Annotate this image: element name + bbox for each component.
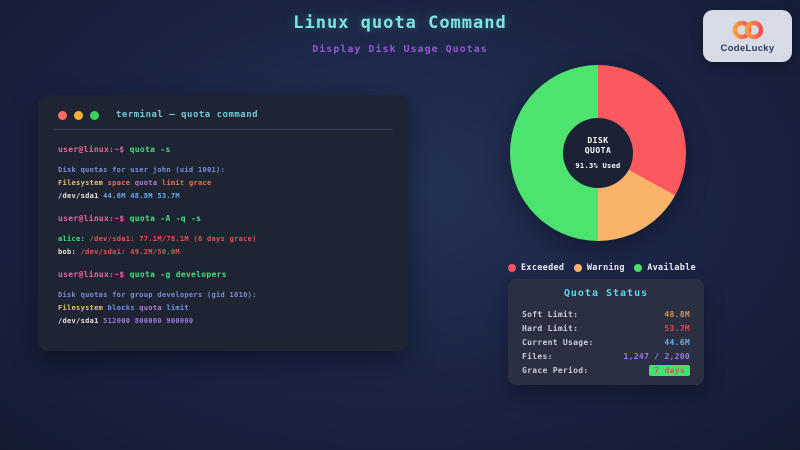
status-row-label: Grace Period:	[522, 365, 589, 375]
disk-quota-donut-chart: DISK QUOTA 91.3% Used	[510, 65, 686, 241]
status-row: Hard Limit: 53.7M	[522, 321, 690, 335]
terminal-output-line: /dev/sda1 44.6M 48.8M 53.7M	[58, 192, 180, 200]
minimize-icon	[74, 110, 83, 120]
page-title: Linux quota Command	[293, 13, 507, 33]
legend-dot-icon	[634, 264, 643, 272]
terminal-command-block: user@linux:~$ quota -s Disk quotas for us…	[58, 143, 388, 203]
legend-dot-icon	[508, 264, 516, 272]
status-row-label: Hard Limit:	[522, 323, 579, 333]
panel-title: Quota Status	[563, 288, 649, 299]
status-row-value-badge: 7 days	[649, 364, 690, 376]
terminal-output-line: Filesystem blocks quota limit	[58, 304, 189, 312]
status-row-value: 1,247 / 2,200	[623, 351, 690, 361]
terminal-window: terminal — quota command user@linux:~$ q…	[38, 95, 408, 351]
terminal-command-line: user@linux:~$ quota -g developers	[58, 270, 227, 279]
terminal-header: terminal — quota command	[38, 95, 408, 120]
terminal-output-line: /dev/sda1 512000 800000 900000	[58, 317, 194, 325]
terminal-output-line: Filesystem space quota limit grace	[58, 179, 212, 187]
status-row-label: Soft Limit:	[522, 309, 579, 319]
brand-logo-card: CodeLucky	[703, 10, 792, 62]
status-row: Current Usage: 44.6M	[522, 335, 690, 349]
legend-item: Warning	[573, 263, 625, 273]
chart-legend: Exceeded Warning Available	[508, 263, 696, 273]
panel-rows: Soft Limit: 48.8M Hard Limit: 53.7M Current …	[522, 307, 690, 377]
status-row: Soft Limit: 48.8M	[522, 307, 690, 321]
terminal-body: user@linux:~$ quota -s Disk quotas for us…	[38, 130, 408, 328]
donut-center-title: DISK QUOTA	[584, 136, 612, 155]
terminal-command-line: user@linux:~$ quota -s	[58, 145, 171, 154]
quota-status-panel: Quota Status Soft Limit: 48.8M Hard Limit:…	[508, 279, 704, 385]
donut-center: DISK QUOTA 91.3% Used	[563, 118, 633, 188]
legend-label: Warning	[586, 263, 625, 273]
terminal-command-block: user@linux:~$ quota -A -q -s alice: /dev/…	[58, 212, 388, 259]
terminal-output-line: bob: /dev/sda1: 49.2M/50.0M	[58, 248, 180, 256]
legend-label: Available	[647, 263, 696, 273]
status-row: Grace Period: 7 days	[522, 363, 690, 377]
terminal-title: terminal — quota command	[116, 110, 259, 120]
status-row-value: 44.6M	[664, 337, 690, 347]
legend-item: Exceeded	[508, 263, 564, 273]
close-icon	[58, 110, 67, 120]
status-row-label: Files:	[522, 351, 553, 361]
maximize-icon	[90, 110, 99, 120]
divider	[53, 129, 393, 130]
brand-name: CodeLucky	[720, 42, 775, 54]
terminal-output-line: Disk quotas for group developers (gid 10…	[58, 291, 257, 299]
status-row: Files: 1,247 / 2,200	[522, 349, 690, 363]
infinity-logo-icon	[732, 20, 763, 39]
terminal-output-line: alice: /dev/sda1: 77.1M/78.1M (6 days gr…	[58, 235, 257, 243]
legend-item: Available	[634, 263, 696, 273]
donut-center-subtitle: 91.3% Used	[575, 162, 621, 170]
page-subtitle: Display Disk Usage Quotas	[312, 44, 488, 55]
legend-label: Exceeded	[521, 263, 565, 273]
terminal-command-block: user@linux:~$ quota -g developers Disk qu…	[58, 268, 388, 328]
legend-dot-icon	[573, 264, 582, 272]
status-row-value: 48.8M	[664, 309, 690, 319]
terminal-output-line: Disk quotas for user john (uid 1001):	[58, 166, 226, 174]
terminal-command-line: user@linux:~$ quota -A -q -s	[58, 214, 202, 223]
status-row-label: Current Usage:	[522, 337, 594, 347]
status-row-value: 53.7M	[664, 323, 690, 333]
